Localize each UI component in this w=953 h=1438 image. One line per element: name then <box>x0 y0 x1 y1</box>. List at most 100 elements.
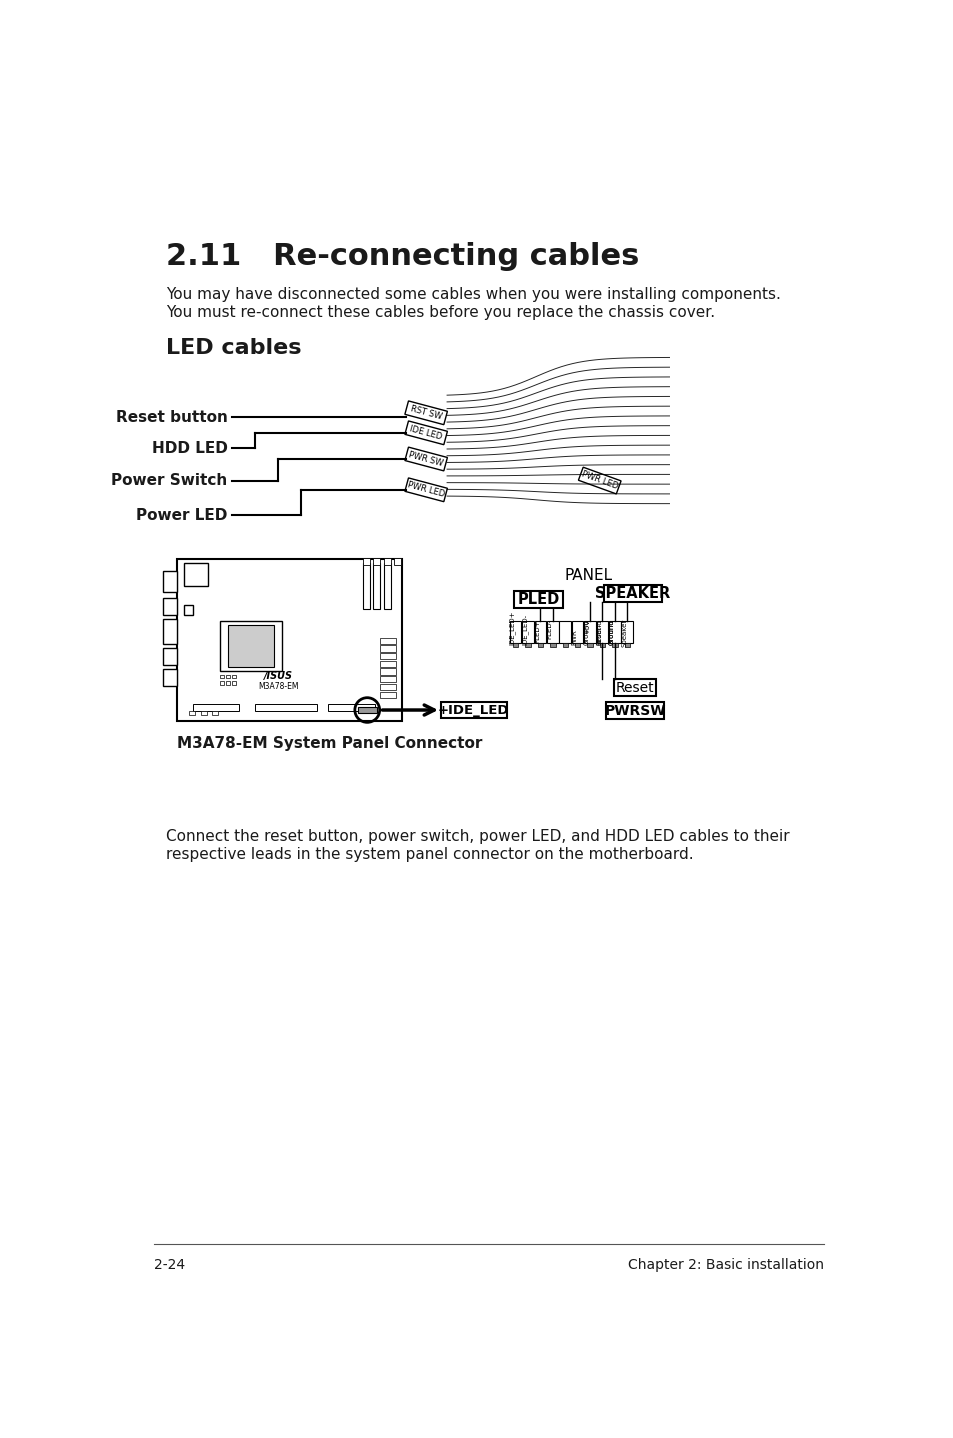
Bar <box>513 643 517 647</box>
Bar <box>509 621 521 643</box>
Bar <box>612 643 617 647</box>
Bar <box>163 669 177 686</box>
Bar <box>380 669 395 674</box>
Bar <box>328 703 375 710</box>
Bar <box>254 703 316 710</box>
Bar <box>613 679 656 696</box>
Polygon shape <box>578 467 620 493</box>
Bar <box>220 680 224 684</box>
Text: PWR LED: PWR LED <box>579 470 618 492</box>
Text: You may have disconnected some cables when you were installing components.: You may have disconnected some cables wh… <box>166 286 780 302</box>
Bar <box>583 621 596 643</box>
Bar <box>183 562 208 587</box>
Text: You must re-connect these cables before you replace the chassis cover.: You must re-connect these cables before … <box>166 305 714 321</box>
Bar <box>558 621 571 643</box>
Text: respective leads in the system panel connector on the motherboard.: respective leads in the system panel con… <box>166 847 693 861</box>
Text: +IDE_LED: +IDE_LED <box>437 703 509 716</box>
Polygon shape <box>404 421 447 444</box>
Bar <box>233 674 236 679</box>
Text: IDE LED: IDE LED <box>409 424 443 441</box>
Bar <box>383 562 390 610</box>
Text: Reset button: Reset button <box>115 410 228 424</box>
Bar <box>373 558 380 565</box>
Text: Reset-: Reset- <box>596 624 602 646</box>
Bar <box>200 710 207 715</box>
Bar <box>226 680 230 684</box>
Text: PWRSW: PWRSW <box>603 703 665 718</box>
Text: 2.11   Re-connecting cables: 2.11 Re-connecting cables <box>166 242 639 270</box>
Text: 2-24: 2-24 <box>154 1258 185 1273</box>
Bar <box>534 621 546 643</box>
Bar <box>571 621 583 643</box>
Polygon shape <box>404 477 447 502</box>
Polygon shape <box>404 447 447 470</box>
Text: M3A78-EM System Panel Connector: M3A78-EM System Panel Connector <box>177 736 482 751</box>
Bar <box>373 562 380 610</box>
Bar <box>525 643 530 647</box>
Bar <box>605 702 663 719</box>
Text: PLED+: PLED+ <box>534 620 540 643</box>
Bar <box>193 703 239 710</box>
Bar <box>599 643 604 647</box>
Bar <box>357 707 376 713</box>
Bar <box>596 621 608 643</box>
Text: PWR SW: PWR SW <box>408 450 444 467</box>
Bar <box>380 692 395 697</box>
Bar <box>514 591 562 608</box>
Bar <box>233 680 236 684</box>
Bar <box>163 598 177 614</box>
Bar <box>624 643 629 647</box>
Polygon shape <box>404 401 447 424</box>
Bar <box>220 621 282 670</box>
Bar <box>380 684 395 690</box>
Bar <box>163 571 177 592</box>
Bar <box>228 624 274 667</box>
Bar <box>363 558 370 565</box>
Bar <box>575 643 579 647</box>
Bar <box>608 621 620 643</box>
Bar <box>380 653 395 659</box>
Text: Ground: Ground <box>596 620 602 644</box>
Bar <box>546 621 558 643</box>
Bar <box>603 585 661 603</box>
Bar <box>212 710 218 715</box>
Text: Speaker: Speaker <box>620 620 627 647</box>
Bar <box>163 647 177 664</box>
Text: PWR: PWR <box>571 630 578 646</box>
Text: PLED-: PLED- <box>546 620 553 640</box>
Text: Ground: Ground <box>583 620 590 646</box>
Bar <box>440 702 506 719</box>
Bar <box>380 646 395 651</box>
Text: Chapter 2: Basic installation: Chapter 2: Basic installation <box>627 1258 822 1273</box>
Bar <box>363 562 370 610</box>
Bar <box>587 643 592 647</box>
Text: PLED: PLED <box>517 591 559 607</box>
Text: IDE_LED-: IDE_LED- <box>520 614 528 646</box>
Bar <box>163 620 177 644</box>
Bar <box>380 637 395 644</box>
Bar <box>380 660 395 667</box>
Text: HDD LED: HDD LED <box>152 440 228 456</box>
Bar <box>183 605 193 614</box>
Text: Connect the reset button, power switch, power LED, and HDD LED cables to their: Connect the reset button, power switch, … <box>166 830 788 844</box>
Bar <box>220 674 224 679</box>
Text: PWR LED: PWR LED <box>406 480 445 499</box>
Bar <box>394 558 400 565</box>
Bar <box>550 643 555 647</box>
Bar <box>620 621 633 643</box>
Bar <box>226 674 230 679</box>
Bar <box>177 559 402 720</box>
Text: RST SW: RST SW <box>409 404 442 421</box>
Bar <box>380 676 395 682</box>
Text: Power LED: Power LED <box>136 508 228 522</box>
Text: Reset: Reset <box>615 680 654 695</box>
Text: +5V: +5V <box>583 620 590 634</box>
Bar <box>521 621 534 643</box>
Bar <box>562 643 567 647</box>
Text: Power Switch: Power Switch <box>112 473 228 487</box>
Text: M3A78-EM: M3A78-EM <box>257 682 298 690</box>
Text: Ground: Ground <box>608 620 615 646</box>
Text: SPEAKER: SPEAKER <box>595 587 670 601</box>
Text: LED cables: LED cables <box>166 338 301 358</box>
Text: Ground: Ground <box>608 620 615 644</box>
